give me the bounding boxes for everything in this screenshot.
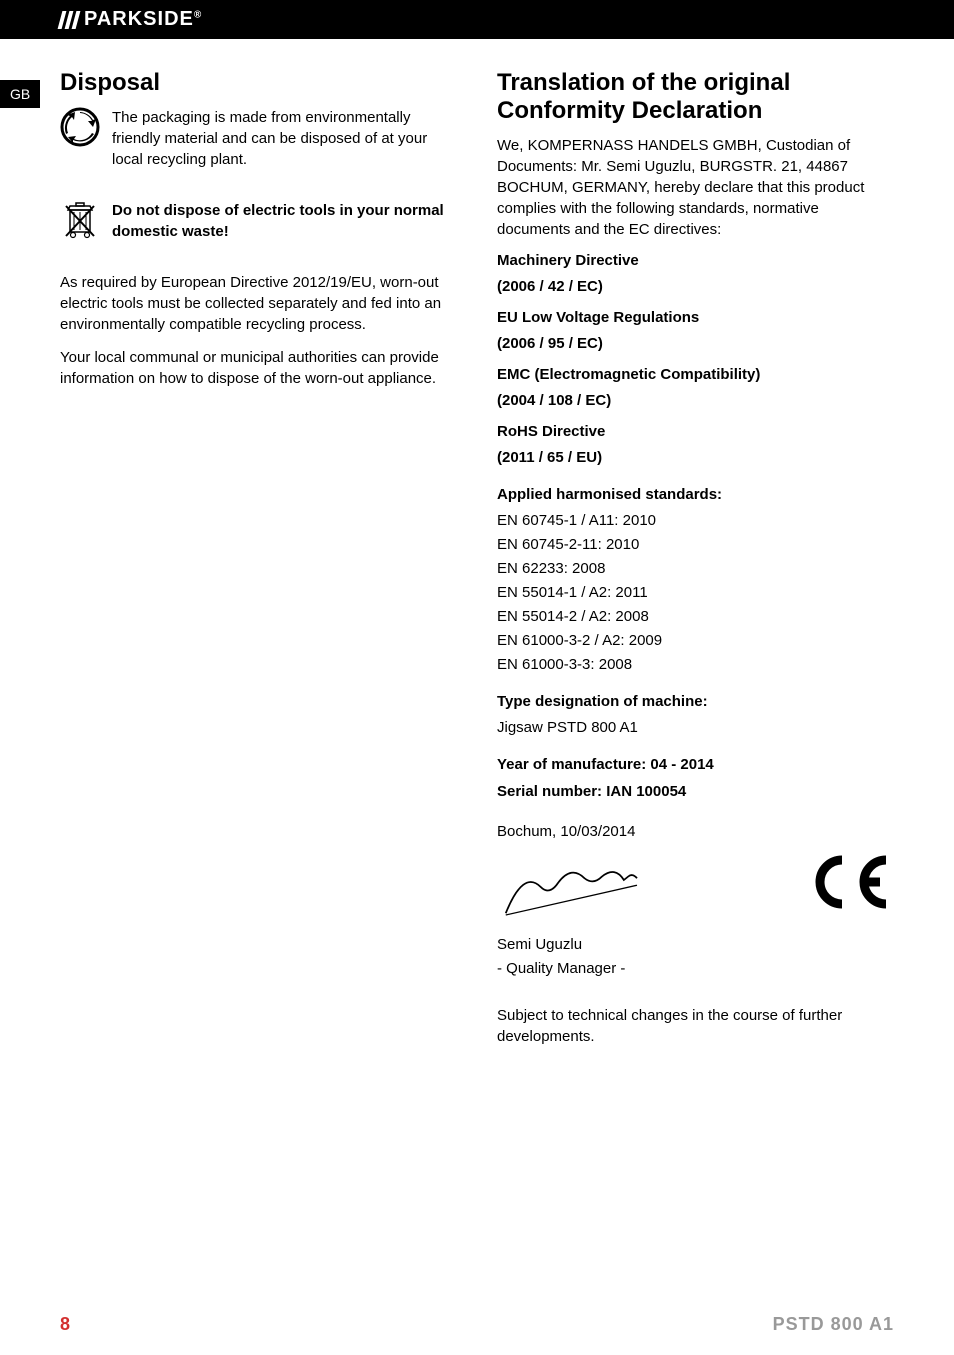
emc-code: (2004 / 108 / EC) — [497, 389, 894, 413]
footer: 8 PSTD 800 A1 — [0, 1314, 954, 1335]
model-number: PSTD 800 A1 — [773, 1314, 894, 1335]
machinery-directive-code: (2006 / 42 / EC) — [497, 275, 894, 299]
lowvoltage-title: EU Low Voltage Regulations — [497, 309, 894, 326]
year-label: Year of manufacture: 04 - 2014 — [497, 756, 894, 773]
std-3: EN 62233: 2008 — [497, 557, 894, 581]
signature-icon — [497, 852, 672, 922]
standards-heading: Applied harmonised standards: — [497, 486, 894, 503]
std-1: EN 60745-1 / A11: 2010 — [497, 509, 894, 533]
language-tab: GB — [0, 80, 40, 108]
place-date: Bochum, 10/03/2014 — [497, 820, 894, 844]
page-number: 8 — [60, 1314, 70, 1335]
signer-role: - Quality Manager - — [497, 957, 894, 981]
conformity-heading: Translation of the original Conformity D… — [497, 69, 894, 125]
brand-bars-icon — [60, 11, 78, 29]
weee-warning-text: Do not dispose of electric tools in your… — [112, 200, 457, 242]
rohs-title: RoHS Directive — [497, 423, 894, 440]
recycle-row: The packaging is made from environmental… — [60, 107, 457, 182]
std-7: EN 61000-3-3: 2008 — [497, 653, 894, 677]
std-5: EN 55014-2 / A2: 2008 — [497, 605, 894, 629]
emc-title: EMC (Electromagnetic Compatibility) — [497, 366, 894, 383]
ce-mark-icon — [804, 852, 894, 925]
lowvoltage-code: (2006 / 95 / EC) — [497, 332, 894, 356]
authority-paragraph: Your local communal or municipal authori… — [60, 347, 457, 389]
rohs-code: (2011 / 65 / EU) — [497, 446, 894, 470]
type-heading: Type designation of machine: — [497, 693, 894, 710]
signer-name: Semi Uguzlu — [497, 933, 894, 957]
brand-name: PARKSIDE® — [84, 8, 202, 31]
disclaimer-text: Subject to technical changes in the cour… — [497, 1005, 894, 1047]
right-column: Translation of the original Conformity D… — [497, 69, 894, 1059]
std-4: EN 55014-1 / A2: 2011 — [497, 581, 894, 605]
left-column: Disposal The packaging is made from envi… — [60, 69, 457, 1059]
serial-label: Serial number: IAN 100054 — [497, 783, 894, 800]
weee-bin-icon — [60, 200, 100, 240]
type-value: Jigsaw PSTD 800 A1 — [497, 716, 894, 740]
weee-row: Do not dispose of electric tools in your… — [60, 200, 457, 254]
recycle-text: The packaging is made from environmental… — [112, 107, 457, 170]
main-content: Disposal The packaging is made from envi… — [0, 39, 954, 1059]
directive-paragraph: As required by European Directive 2012/1… — [60, 272, 457, 335]
machinery-directive-title: Machinery Directive — [497, 252, 894, 269]
std-2: EN 60745-2-11: 2010 — [497, 533, 894, 557]
disposal-heading: Disposal — [60, 69, 457, 97]
std-6: EN 61000-3-2 / A2: 2009 — [497, 629, 894, 653]
conformity-intro: We, KOMPERNASS HANDELS GMBH, Custodian o… — [497, 135, 894, 240]
signature-row — [497, 852, 894, 925]
header-bar: PARKSIDE® — [0, 0, 954, 39]
recycle-icon — [60, 107, 100, 147]
